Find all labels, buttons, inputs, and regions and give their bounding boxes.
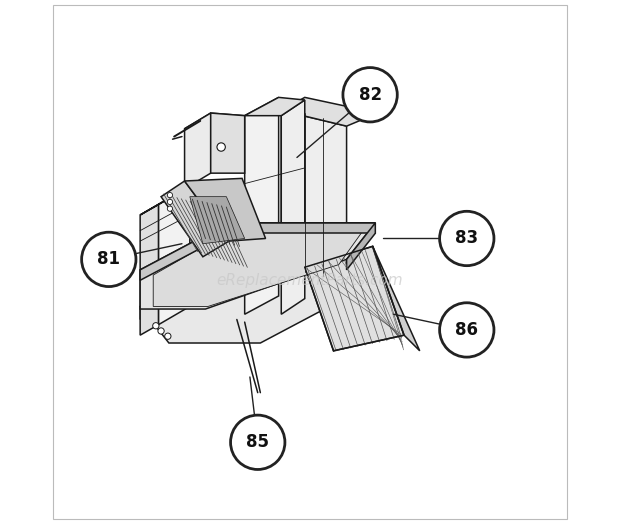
Circle shape [167,206,172,211]
Polygon shape [190,196,245,244]
Polygon shape [159,186,190,325]
Polygon shape [211,113,245,173]
Circle shape [440,303,494,357]
Polygon shape [229,259,375,272]
Text: 85: 85 [246,433,269,451]
Polygon shape [281,97,378,126]
Polygon shape [185,113,211,189]
Text: 83: 83 [455,230,479,247]
Polygon shape [373,246,420,351]
Polygon shape [140,259,229,320]
Polygon shape [140,259,375,343]
Polygon shape [245,97,305,116]
Circle shape [153,323,159,329]
Polygon shape [281,100,305,314]
Text: eReplacementParts.com: eReplacementParts.com [216,273,404,288]
Polygon shape [140,204,159,335]
Polygon shape [140,223,375,309]
Circle shape [167,199,172,204]
Circle shape [82,232,136,287]
Circle shape [158,328,164,334]
Circle shape [165,333,171,340]
Polygon shape [349,259,375,309]
Polygon shape [185,113,245,130]
Polygon shape [245,97,278,314]
Text: 82: 82 [358,86,382,104]
Polygon shape [185,178,265,241]
Circle shape [231,415,285,470]
Polygon shape [161,181,229,257]
Circle shape [167,192,172,198]
Circle shape [440,211,494,266]
Polygon shape [153,232,362,307]
Polygon shape [347,223,375,270]
Text: 86: 86 [455,321,478,339]
Polygon shape [140,186,190,215]
Circle shape [217,143,225,151]
Polygon shape [281,111,347,278]
Polygon shape [229,223,375,233]
Polygon shape [140,223,229,280]
Polygon shape [305,246,404,351]
Circle shape [343,68,397,122]
Text: 81: 81 [97,250,120,268]
